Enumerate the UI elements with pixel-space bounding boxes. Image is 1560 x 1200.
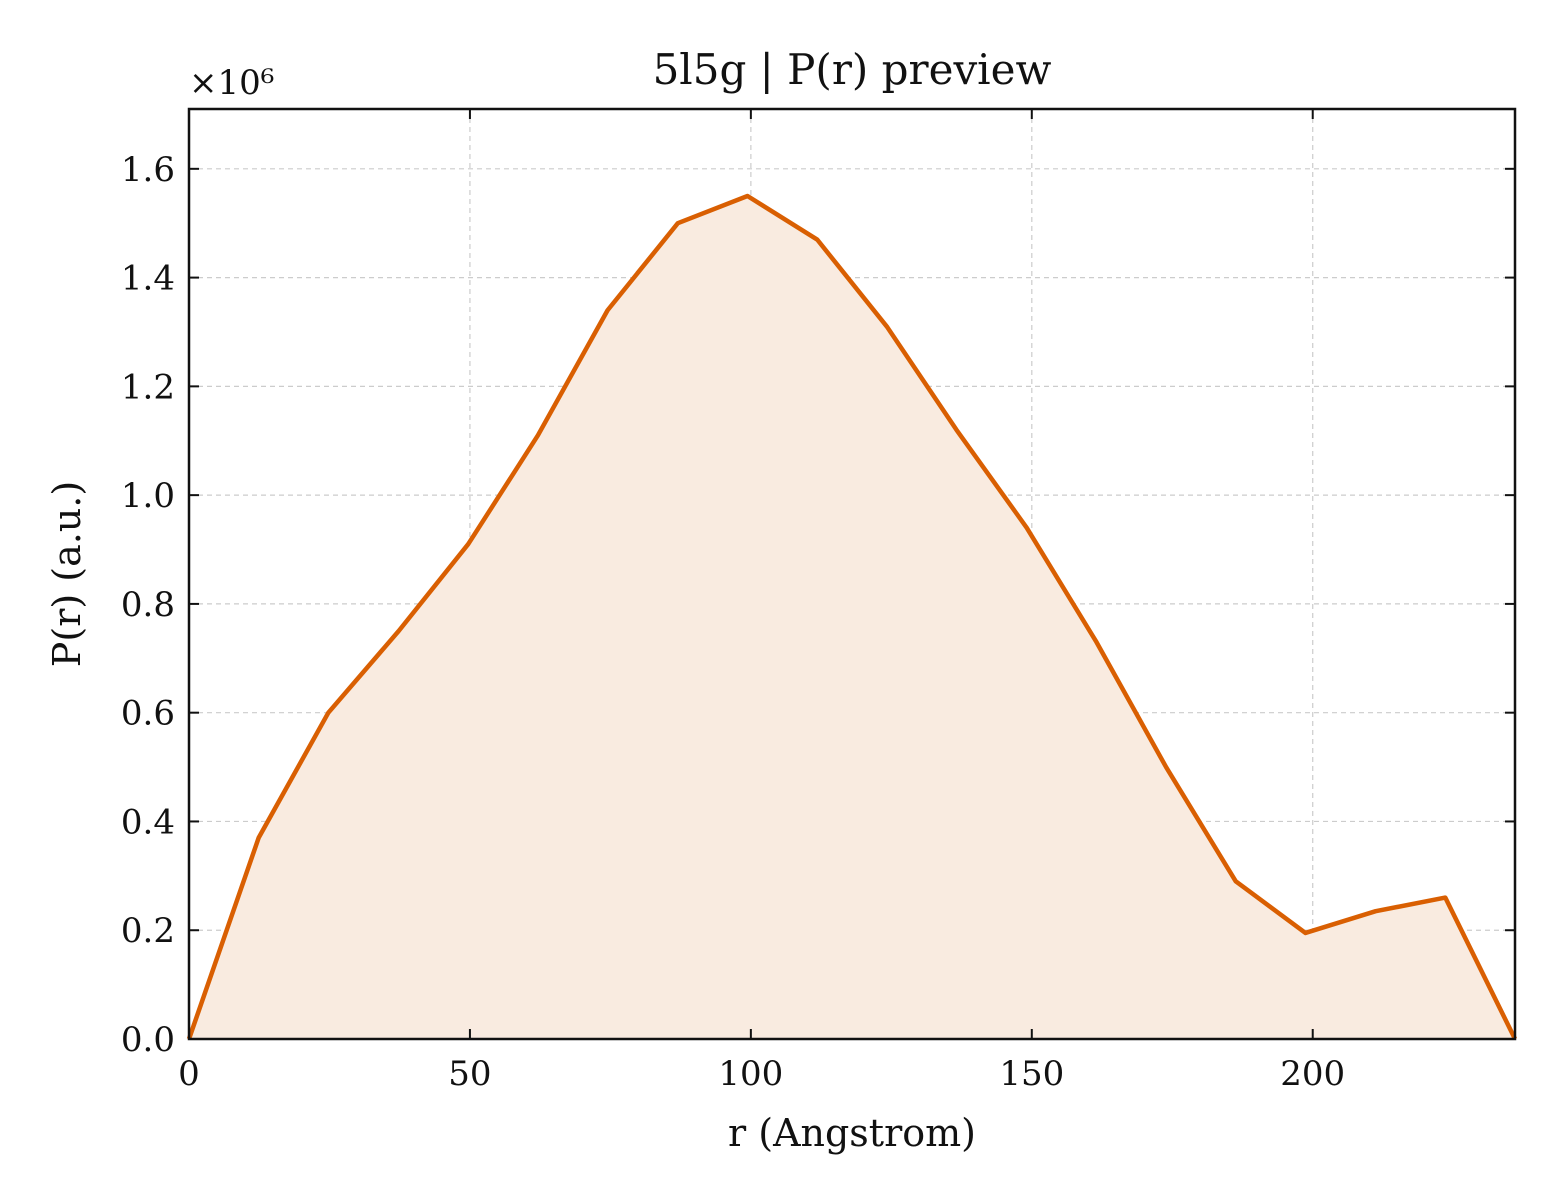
x-axis-ticks: 0 50 100 150 200	[178, 109, 1345, 1094]
pr-area-fill	[189, 196, 1515, 1039]
y-offset-label: ×10⁶	[189, 63, 274, 103]
y-tick-label: 1.2	[121, 367, 175, 407]
x-tick-label: 0	[178, 1054, 200, 1094]
chart-title: 5l5g | P(r) preview	[653, 45, 1052, 94]
x-tick-label: 100	[718, 1054, 783, 1094]
y-tick-label: 0.6	[121, 694, 175, 734]
y-tick-label: 0.8	[121, 585, 175, 625]
y-axis-label: P(r) (a.u.)	[45, 481, 89, 667]
y-axis-ticks: 0.0 0.2 0.4 0.6 0.8 1.0 1.2 1.4 1.6	[121, 150, 1515, 1060]
y-tick-label: 0.0	[121, 1020, 175, 1060]
x-tick-label: 50	[448, 1054, 491, 1094]
y-tick-label: 1.6	[121, 150, 175, 190]
x-axis-label: r (Angstrom)	[728, 1111, 976, 1155]
pr-series-line	[186, 193, 1518, 1040]
x-tick-label: 200	[1280, 1054, 1345, 1094]
y-tick-label: 0.2	[121, 911, 175, 951]
y-tick-label: 1.0	[121, 476, 175, 516]
x-tick-label: 150	[999, 1054, 1064, 1094]
y-tick-label: 0.4	[121, 802, 175, 842]
y-tick-label: 1.4	[121, 259, 175, 299]
plot-frame	[187, 107, 1517, 1041]
